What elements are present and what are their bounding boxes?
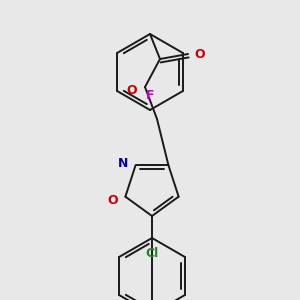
Text: O: O bbox=[108, 194, 118, 207]
Text: F: F bbox=[146, 89, 154, 102]
Text: Cl: Cl bbox=[146, 247, 159, 260]
Text: O: O bbox=[194, 47, 205, 61]
Text: O: O bbox=[126, 85, 137, 98]
Text: N: N bbox=[118, 157, 128, 170]
